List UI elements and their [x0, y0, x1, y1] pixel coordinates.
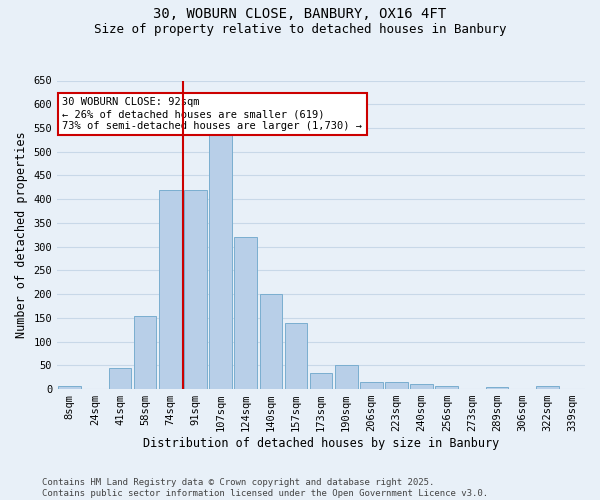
Bar [109, 368, 131, 389]
Text: Contains HM Land Registry data © Crown copyright and database right 2025.
Contai: Contains HM Land Registry data © Crown c… [42, 478, 488, 498]
Bar [385, 382, 408, 389]
Bar [184, 190, 207, 389]
Bar [410, 384, 433, 389]
Bar [436, 386, 458, 389]
Bar [310, 373, 332, 389]
Bar [134, 316, 157, 389]
Bar [235, 237, 257, 389]
Bar [536, 386, 559, 389]
Bar [284, 322, 307, 389]
Bar [159, 190, 182, 389]
Text: 30, WOBURN CLOSE, BANBURY, OX16 4FT: 30, WOBURN CLOSE, BANBURY, OX16 4FT [154, 8, 446, 22]
X-axis label: Distribution of detached houses by size in Banbury: Distribution of detached houses by size … [143, 437, 499, 450]
Bar [360, 382, 383, 389]
Text: Size of property relative to detached houses in Banbury: Size of property relative to detached ho… [94, 22, 506, 36]
Bar [58, 386, 81, 389]
Bar [260, 294, 282, 389]
Y-axis label: Number of detached properties: Number of detached properties [15, 132, 28, 338]
Bar [486, 386, 508, 389]
Bar [335, 366, 358, 389]
Text: 30 WOBURN CLOSE: 92sqm
← 26% of detached houses are smaller (619)
73% of semi-de: 30 WOBURN CLOSE: 92sqm ← 26% of detached… [62, 98, 362, 130]
Bar [209, 132, 232, 389]
